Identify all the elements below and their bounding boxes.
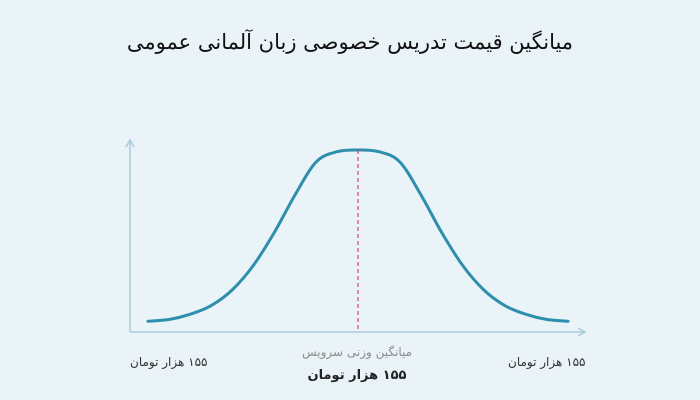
weighted-mean-caption: میانگین وزنی سرویس (301, 345, 413, 359)
chart-title: میانگین قیمت تدریس خصوصی زبان آلمانی عمو… (126, 30, 574, 54)
max-price-label: ۱۵۵ هزار تومان (508, 355, 586, 369)
y-axis-arrow-icon (125, 138, 135, 148)
x-axis-arrow-icon (577, 327, 587, 337)
min-price-label: ۱۵۵ هزار تومان (130, 355, 208, 369)
weighted-mean-value: ۱۵۵ هزار تومان (307, 368, 407, 383)
